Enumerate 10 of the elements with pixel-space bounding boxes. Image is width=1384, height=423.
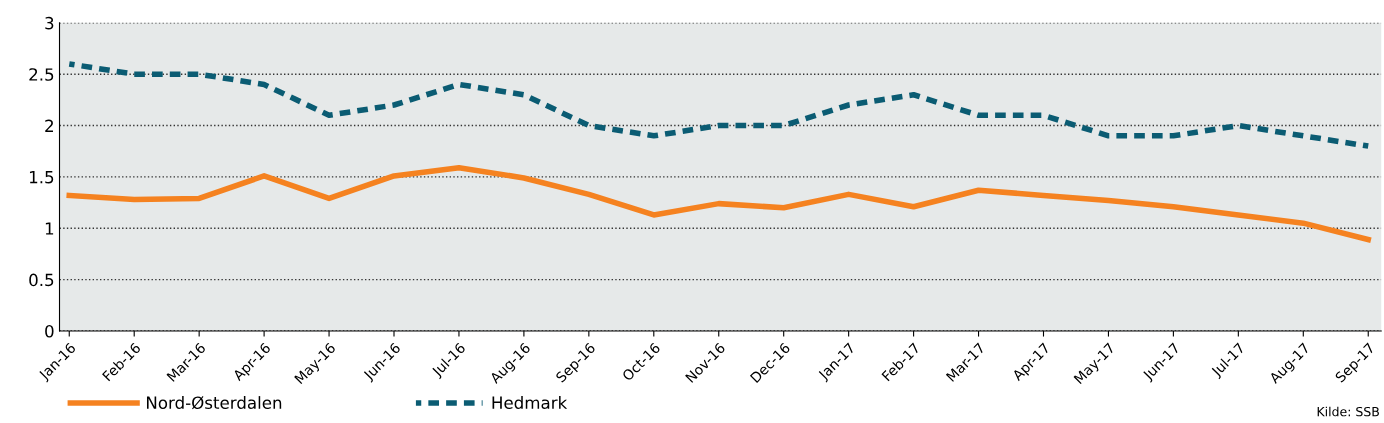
y-tick-label: 0 bbox=[45, 324, 54, 338]
y-tick-label: 2.5 bbox=[29, 68, 54, 81]
y-tick-label: 1.5 bbox=[29, 171, 54, 184]
y-tick-label: 3 bbox=[45, 16, 54, 30]
y-tick-label: 0.5 bbox=[29, 273, 54, 287]
legend-label: Nord-Østerdalen bbox=[147, 396, 282, 410]
text: Kilde: SSB bbox=[1317, 406, 1379, 417]
y-tick-label: 2 bbox=[45, 119, 53, 132]
y-tick-label: 1 bbox=[45, 222, 54, 235]
legend-label: Hedmark bbox=[492, 396, 568, 409]
